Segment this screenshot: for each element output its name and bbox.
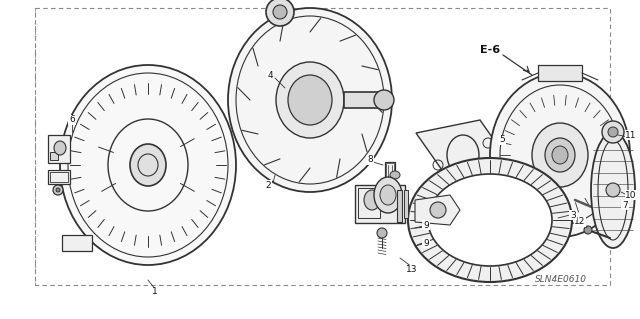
Ellipse shape — [54, 141, 66, 155]
Ellipse shape — [584, 226, 592, 234]
Ellipse shape — [56, 188, 60, 192]
Ellipse shape — [228, 8, 392, 192]
Text: 3: 3 — [570, 211, 576, 219]
Ellipse shape — [53, 185, 63, 195]
Text: 6: 6 — [69, 115, 75, 124]
Ellipse shape — [490, 73, 630, 237]
Ellipse shape — [608, 127, 618, 137]
Ellipse shape — [380, 185, 396, 205]
Polygon shape — [415, 195, 460, 225]
Text: 8: 8 — [367, 155, 373, 165]
Text: 9: 9 — [423, 239, 429, 248]
Bar — [386, 163, 394, 199]
Text: 9: 9 — [423, 220, 429, 229]
Ellipse shape — [602, 121, 624, 143]
Bar — [397, 190, 402, 222]
Ellipse shape — [60, 65, 236, 265]
Ellipse shape — [374, 90, 394, 110]
Ellipse shape — [430, 202, 446, 218]
Ellipse shape — [374, 177, 402, 213]
Polygon shape — [416, 120, 520, 190]
Ellipse shape — [614, 214, 622, 222]
Ellipse shape — [428, 174, 552, 266]
Bar — [50, 172, 68, 182]
Bar — [62, 235, 92, 251]
Ellipse shape — [591, 132, 635, 248]
Bar — [344, 92, 384, 108]
Ellipse shape — [545, 138, 575, 172]
Ellipse shape — [377, 228, 387, 238]
Ellipse shape — [130, 144, 166, 186]
Text: 11: 11 — [625, 130, 637, 139]
Text: 4: 4 — [267, 70, 273, 79]
Bar — [538, 65, 582, 81]
Bar — [358, 188, 380, 218]
Ellipse shape — [505, 159, 515, 171]
Text: 2: 2 — [265, 181, 271, 189]
Ellipse shape — [266, 0, 294, 26]
Bar — [404, 190, 408, 218]
Ellipse shape — [408, 158, 572, 282]
Text: 7: 7 — [622, 201, 628, 210]
Ellipse shape — [364, 190, 380, 210]
Text: 5: 5 — [499, 136, 505, 145]
Bar — [48, 135, 70, 163]
Bar — [48, 170, 70, 184]
Ellipse shape — [390, 171, 400, 179]
Ellipse shape — [532, 123, 588, 187]
Ellipse shape — [552, 146, 568, 164]
Text: 10: 10 — [625, 190, 637, 199]
Text: 13: 13 — [406, 265, 418, 275]
Text: E-6: E-6 — [480, 45, 500, 55]
Ellipse shape — [490, 140, 530, 190]
Text: 1: 1 — [152, 287, 158, 296]
Ellipse shape — [273, 5, 287, 19]
Bar — [355, 185, 405, 223]
Ellipse shape — [606, 183, 620, 197]
Ellipse shape — [288, 75, 332, 125]
Ellipse shape — [276, 62, 344, 138]
Text: SLN4E0610: SLN4E0610 — [535, 276, 587, 285]
Bar — [385, 162, 395, 200]
Text: 12: 12 — [574, 218, 586, 226]
Bar — [50, 152, 58, 160]
